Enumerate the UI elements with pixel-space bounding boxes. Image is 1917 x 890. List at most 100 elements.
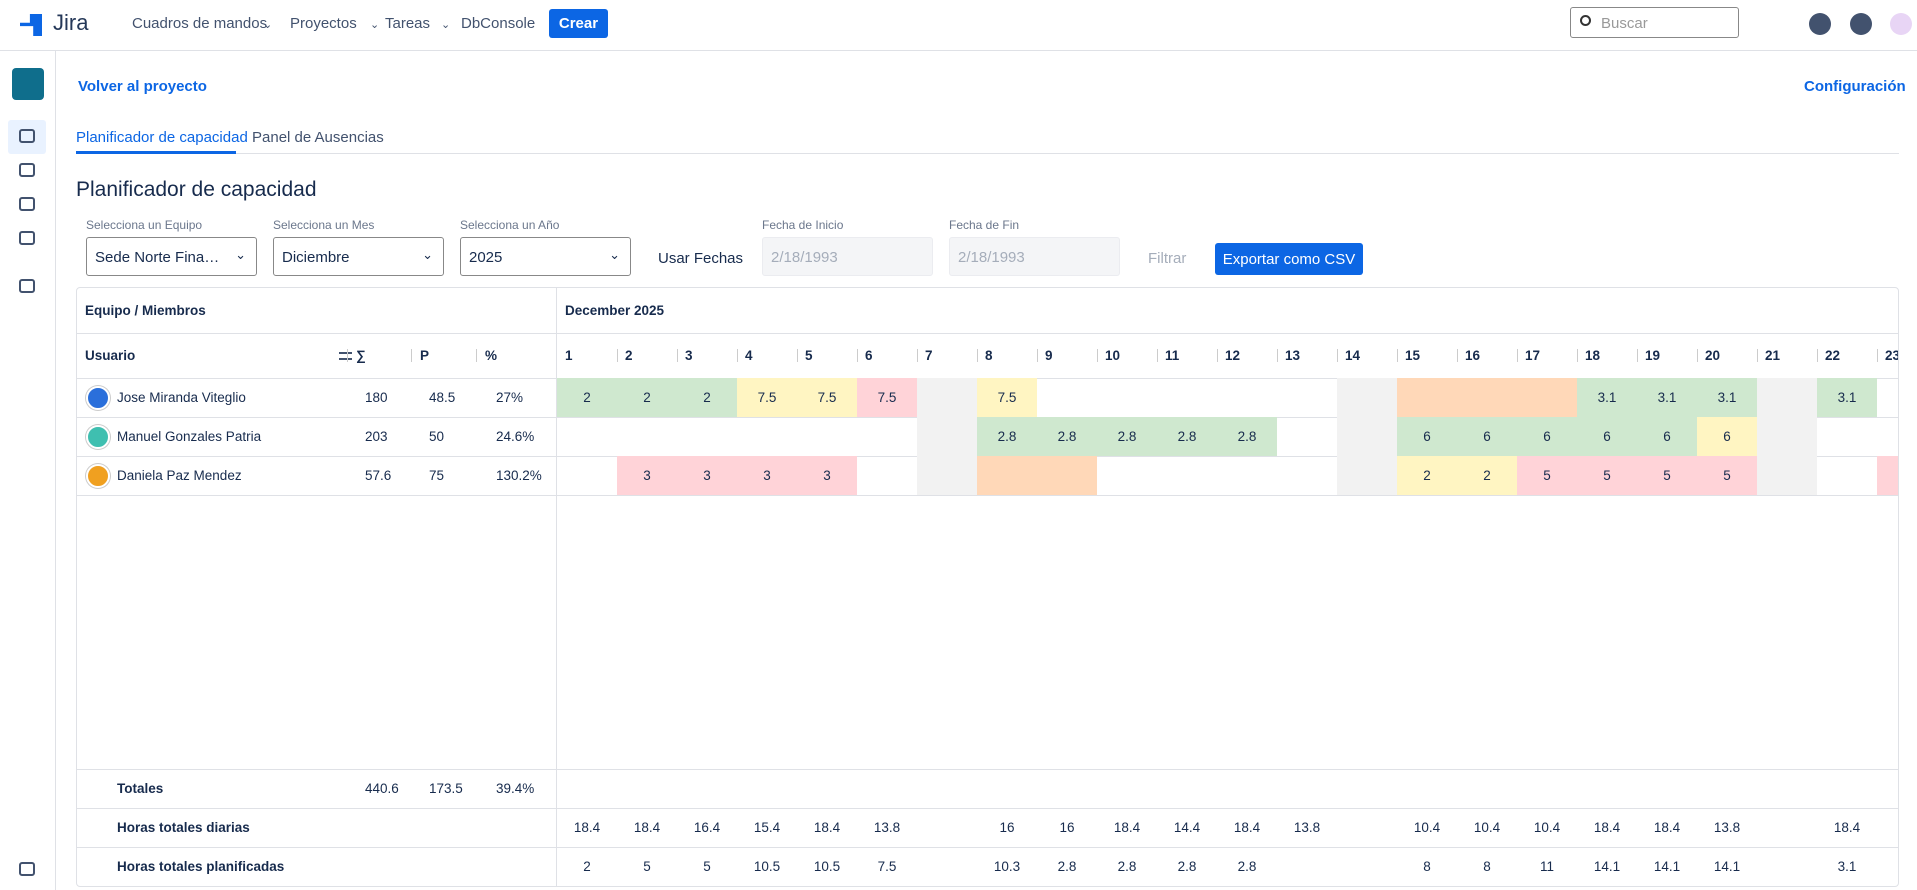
day-sep bbox=[1217, 349, 1218, 362]
day-cell bbox=[977, 456, 1037, 495]
day-header: 15 bbox=[1405, 348, 1421, 363]
filter-label: Selecciona un Año bbox=[460, 218, 560, 232]
total-cell: 5 bbox=[643, 859, 651, 874]
day-sep bbox=[1337, 349, 1338, 362]
total-cell bbox=[1337, 847, 1397, 886]
day-header: 20 bbox=[1705, 348, 1721, 363]
total-cell bbox=[917, 847, 977, 886]
day-sep bbox=[1457, 349, 1458, 362]
total-cell: 10.4 bbox=[1473, 820, 1501, 835]
day-cell bbox=[1817, 417, 1877, 456]
column-header: ∑ bbox=[356, 348, 366, 363]
total-cell: 10.5 bbox=[753, 859, 781, 874]
export-button[interactable]: Exportar como CSV bbox=[1215, 243, 1363, 275]
day-cell: 2.8 bbox=[977, 417, 1037, 456]
config-link[interactable]: Configuración bbox=[1804, 78, 1906, 95]
date-input[interactable]: 2/18/1993 bbox=[949, 237, 1120, 276]
sidebar-icon[interactable] bbox=[19, 231, 35, 245]
day-cell bbox=[737, 417, 797, 456]
day-cell: 2 bbox=[617, 378, 677, 417]
filter-label: Selecciona un Mes bbox=[273, 218, 375, 232]
sidebar-icon[interactable] bbox=[19, 197, 35, 211]
nav-item[interactable]: Proyectos bbox=[290, 15, 357, 32]
nav-icon[interactable] bbox=[1809, 13, 1831, 35]
sidebar-icon[interactable] bbox=[19, 862, 35, 876]
day-cell bbox=[1817, 456, 1877, 495]
filter-label: Fecha de Fin bbox=[949, 218, 1020, 232]
nav-item[interactable]: Tareas bbox=[385, 15, 431, 32]
day-cell bbox=[1757, 417, 1817, 456]
day-header: 2 bbox=[625, 348, 633, 363]
day-cell bbox=[1877, 456, 1898, 495]
total-cell: 13.8 bbox=[873, 820, 901, 835]
day-cell: 2 bbox=[557, 378, 617, 417]
back-link[interactable]: Volver al proyecto bbox=[78, 78, 207, 95]
date-input[interactable]: 2/18/1993 bbox=[762, 237, 933, 276]
user-name: Manuel Gonzales Patria bbox=[117, 429, 262, 444]
day-cell bbox=[557, 417, 617, 456]
day-cell: 3.1 bbox=[1817, 378, 1877, 417]
nav-icon[interactable] bbox=[1890, 13, 1912, 35]
sum: 180 bbox=[365, 390, 388, 405]
day-cell: 7.5 bbox=[797, 378, 857, 417]
select[interactable]: Sede Norte Fina… ⌄ bbox=[86, 237, 257, 276]
percent: 39.4% bbox=[496, 781, 535, 796]
day-cell bbox=[1397, 378, 1457, 417]
select[interactable]: Diciembre ⌄ bbox=[273, 237, 444, 276]
select[interactable]: 2025 ⌄ bbox=[460, 237, 631, 276]
total-cell: 16 bbox=[999, 820, 1015, 835]
total-cell: 18.4 bbox=[813, 820, 841, 835]
nav-item[interactable]: DbConsole bbox=[461, 15, 536, 32]
tab[interactable]: Panel de Ausencias bbox=[252, 129, 384, 146]
sum: 203 bbox=[365, 429, 388, 444]
day-header: 4 bbox=[745, 348, 753, 363]
percent: 130.2% bbox=[496, 468, 542, 483]
day-cell: 6 bbox=[1457, 417, 1517, 456]
day-cell bbox=[1277, 378, 1337, 417]
table: Equipo / Miembros December 2025 Usuario ∑ P%… bbox=[76, 287, 1899, 887]
day-cell: 2.8 bbox=[1037, 417, 1097, 456]
day-sep bbox=[917, 349, 918, 362]
day-cell bbox=[1337, 417, 1397, 456]
total-cell: 16.4 bbox=[693, 820, 721, 835]
total-cell: 2 bbox=[583, 859, 591, 874]
create-button[interactable]: Crear bbox=[549, 9, 608, 38]
total-cell bbox=[1277, 847, 1337, 886]
tab[interactable]: Planificador de capacidad bbox=[76, 129, 248, 146]
total-cell: 18.4 bbox=[1833, 820, 1861, 835]
filter-button[interactable]: Filtrar bbox=[1148, 250, 1187, 267]
day-sep bbox=[1517, 349, 1518, 362]
sidebar-icon[interactable] bbox=[19, 129, 35, 143]
day-cell: 3.1 bbox=[1697, 378, 1757, 417]
day-header: 5 bbox=[805, 348, 813, 363]
filter-icon[interactable] bbox=[339, 352, 352, 360]
day-cell bbox=[557, 456, 617, 495]
day-sep bbox=[857, 349, 858, 362]
day-cell bbox=[677, 417, 737, 456]
day-header: 14 bbox=[1345, 348, 1361, 363]
day-header: 11 bbox=[1165, 348, 1180, 363]
total-cell: 18.4 bbox=[1593, 820, 1621, 835]
total-cell: 11 bbox=[1539, 859, 1554, 874]
col-line bbox=[556, 288, 557, 886]
chevron: ⌄ bbox=[370, 19, 380, 31]
nav-icon[interactable] bbox=[1769, 13, 1791, 35]
day-header: 16 bbox=[1465, 348, 1481, 363]
logo[interactable]: Jira bbox=[53, 10, 89, 35]
sidebar-icon[interactable] bbox=[19, 163, 35, 177]
day-cell: 2 bbox=[677, 378, 737, 417]
nav-item[interactable]: Cuadros de mandos bbox=[132, 15, 268, 32]
day-sep bbox=[1157, 349, 1158, 362]
col-sep bbox=[347, 349, 348, 362]
day-cell: 3 bbox=[737, 456, 797, 495]
sidebar-icon[interactable] bbox=[19, 279, 35, 293]
nav-icon[interactable] bbox=[1850, 13, 1872, 35]
search[interactable]: Buscar bbox=[1570, 7, 1739, 38]
total-cell bbox=[1757, 847, 1817, 886]
sum: 440.6 bbox=[365, 781, 399, 796]
col-sep bbox=[476, 349, 477, 362]
day-header: 22 bbox=[1825, 348, 1841, 363]
day-header: 9 bbox=[1045, 348, 1053, 363]
day-sep bbox=[1277, 349, 1278, 362]
use-dates[interactable]: Usar Fechas bbox=[658, 250, 744, 267]
